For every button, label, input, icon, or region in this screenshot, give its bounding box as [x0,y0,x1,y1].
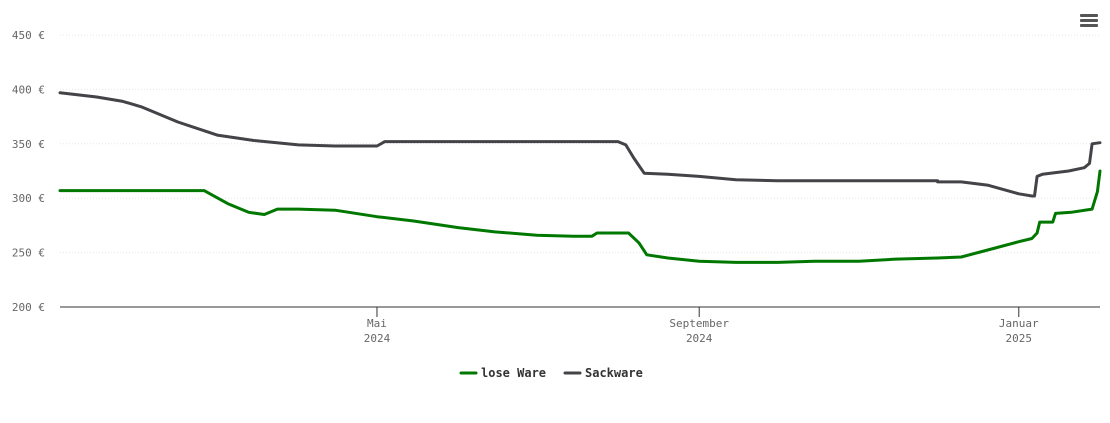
menu-bar-1 [1080,14,1098,17]
x-axis: Mai 2024 September 2024 Januar 2025 [60,306,1100,345]
legend-label: lose Ware [481,366,546,380]
y-axis: 200 € 250 € 300 € 350 € 400 € 450 € [12,29,45,314]
x-tick-label-year: 2024 [686,332,713,345]
series-line-1 [58,169,1102,264]
grid-lines [60,34,1100,254]
x-tick-label-year: 2024 [364,332,391,345]
legend-label: Sackware [585,366,643,380]
y-tick-label: 450 € [12,29,45,42]
series-line-2 [58,91,1102,198]
legend[interactable]: lose Ware Sackware [459,366,643,380]
x-tick-label-year: 2025 [1006,332,1033,345]
x-tick-label: Januar [999,317,1039,330]
legend-item-1[interactable]: lose Ware [459,366,546,380]
y-tick-label: 400 € [12,83,45,96]
y-tick-label: 300 € [12,192,45,205]
x-tick-label: September [669,317,729,330]
y-tick-label: 350 € [12,138,45,151]
legend-item-2[interactable]: Sackware [563,366,643,380]
menu-bar-3 [1080,24,1098,27]
y-tick-label: 200 € [12,301,45,314]
hamburger-menu-icon[interactable] [1078,12,1100,32]
x-tick-label: Mai [367,317,387,330]
y-tick-label: 250 € [12,247,45,260]
series-group [58,91,1102,264]
menu-bar-2 [1080,19,1098,22]
